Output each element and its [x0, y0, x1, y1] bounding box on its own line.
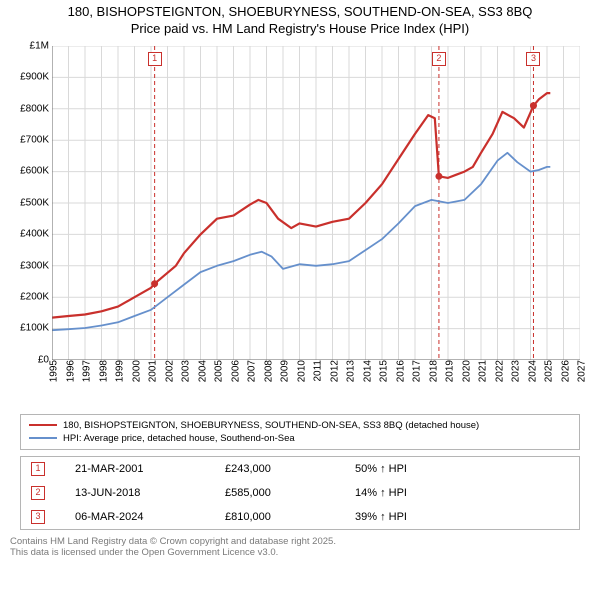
x-tick-label: 2020 [457, 360, 472, 382]
sale-hpi: 14% ↑ HPI [355, 487, 569, 499]
x-tick-label: 2024 [523, 360, 538, 382]
x-tick-label: 2013 [342, 360, 357, 382]
y-tick-label: £100K [20, 323, 52, 334]
sale-index-box: 1 [31, 462, 45, 476]
sale-price: £243,000 [225, 463, 355, 475]
sale-date: 13-JUN-2018 [75, 487, 225, 499]
y-tick-label: £800K [20, 103, 52, 114]
attribution-line-1: Contains HM Land Registry data © Crown c… [10, 536, 590, 547]
sale-index-box: 3 [31, 510, 45, 524]
sale-hpi: 39% ↑ HPI [355, 511, 569, 523]
y-tick-label: £300K [20, 260, 52, 271]
legend-label: HPI: Average price, detached house, Sout… [63, 433, 295, 444]
sale-index-box: 2 [31, 486, 45, 500]
sale-hpi: 50% ↑ HPI [355, 463, 569, 475]
y-tick-label: £900K [20, 72, 52, 83]
x-tick-label: 2015 [375, 360, 390, 382]
attribution-text: Contains HM Land Registry data © Crown c… [0, 530, 600, 560]
title-line-2: Price paid vs. HM Land Registry's House … [8, 21, 592, 38]
plot-area: £0£100K£200K£300K£400K£500K£600K£700K£80… [52, 46, 580, 360]
x-tick-label: 2000 [127, 360, 142, 382]
sale-price: £810,000 [225, 511, 355, 523]
chart-legend: 180, BISHOPSTEIGNTON, SHOEBURYNESS, SOUT… [20, 414, 580, 450]
y-tick-label: £600K [20, 166, 52, 177]
x-tick-label: 2017 [408, 360, 423, 382]
x-tick-label: 2025 [540, 360, 555, 382]
x-tick-label: 2022 [490, 360, 505, 382]
y-tick-label: £400K [20, 229, 52, 240]
sales-table: 1 21-MAR-2001£243,00050% ↑ HPI 2 13-JUN-201… [20, 456, 580, 530]
legend-swatch [29, 437, 57, 439]
x-tick-label: 2008 [259, 360, 274, 382]
x-tick-label: 2018 [424, 360, 439, 382]
chart-title: 180, BISHOPSTEIGNTON, SHOEBURYNESS, SOUT… [0, 0, 600, 38]
sale-row: 3 06-MAR-2024£810,00039% ↑ HPI [21, 505, 579, 529]
x-tick-label: 1999 [111, 360, 126, 382]
x-tick-label: 2006 [226, 360, 241, 382]
x-tick-label: 2011 [309, 360, 324, 382]
sale-marker: 1 [148, 52, 162, 66]
x-tick-label: 2016 [391, 360, 406, 382]
x-tick-label: 1996 [61, 360, 76, 382]
price-chart: £0£100K£200K£300K£400K£500K£600K£700K£80… [10, 42, 590, 412]
x-tick-label: 2023 [507, 360, 522, 382]
y-tick-label: £500K [20, 197, 52, 208]
sale-price: £585,000 [225, 487, 355, 499]
x-tick-label: 2019 [441, 360, 456, 382]
sale-marker: 2 [432, 52, 446, 66]
sale-date: 06-MAR-2024 [75, 511, 225, 523]
y-tick-label: £1M [30, 40, 52, 51]
sale-marker: 3 [526, 52, 540, 66]
x-tick-label: 2001 [144, 360, 159, 382]
x-tick-label: 2004 [193, 360, 208, 382]
x-tick-label: 2012 [325, 360, 340, 382]
legend-label: 180, BISHOPSTEIGNTON, SHOEBURYNESS, SOUT… [63, 420, 479, 431]
sale-date: 21-MAR-2001 [75, 463, 225, 475]
legend-item: HPI: Average price, detached house, Sout… [29, 432, 571, 445]
y-tick-label: £200K [20, 291, 52, 302]
x-tick-label: 1998 [94, 360, 109, 382]
x-tick-label: 2027 [573, 360, 588, 382]
x-tick-label: 2002 [160, 360, 175, 382]
x-tick-label: 2014 [358, 360, 373, 382]
sale-row: 2 13-JUN-2018£585,00014% ↑ HPI [21, 481, 579, 505]
attribution-line-2: This data is licensed under the Open Gov… [10, 547, 590, 558]
x-tick-label: 1997 [78, 360, 93, 382]
sale-row: 1 21-MAR-2001£243,00050% ↑ HPI [21, 457, 579, 481]
x-tick-label: 2005 [210, 360, 225, 382]
x-tick-label: 2009 [276, 360, 291, 382]
title-line-1: 180, BISHOPSTEIGNTON, SHOEBURYNESS, SOUT… [8, 4, 592, 21]
x-tick-label: 1995 [45, 360, 60, 382]
x-tick-label: 2021 [474, 360, 489, 382]
x-tick-label: 2007 [243, 360, 258, 382]
y-tick-label: £700K [20, 134, 52, 145]
x-tick-label: 2003 [177, 360, 192, 382]
legend-swatch [29, 424, 57, 426]
x-tick-label: 2010 [292, 360, 307, 382]
legend-item: 180, BISHOPSTEIGNTON, SHOEBURYNESS, SOUT… [29, 419, 571, 432]
chart-svg [52, 46, 580, 360]
x-tick-label: 2026 [556, 360, 571, 382]
